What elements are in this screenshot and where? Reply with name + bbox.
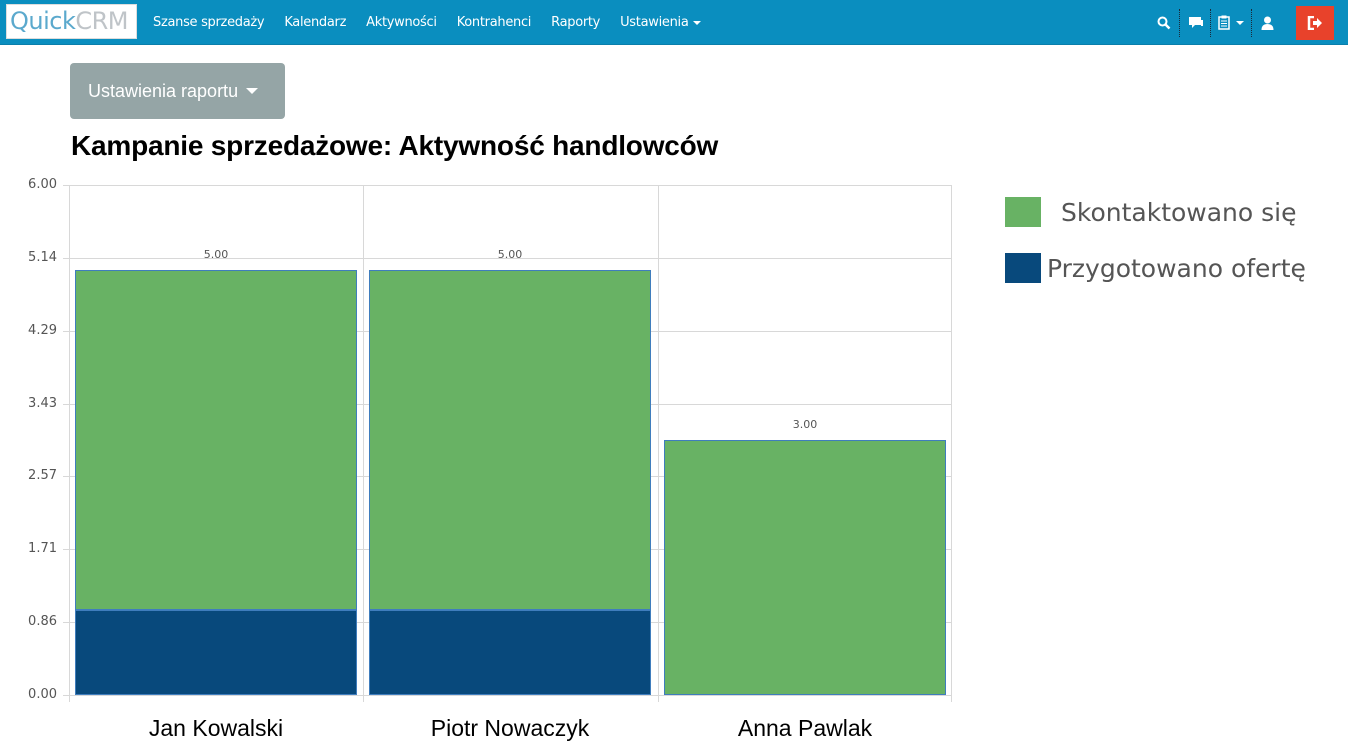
- brand-crm: CRM: [75, 7, 129, 35]
- nav-right-tools: [1149, 0, 1348, 45]
- logout-button[interactable]: [1296, 5, 1334, 40]
- gridline: [63, 695, 951, 696]
- brand-logo[interactable]: QuickCRM: [6, 4, 137, 39]
- nav-settings-label: Ustawienia: [620, 15, 689, 30]
- page-title: Kampanie sprzedażowe: Aktywność handlowc…: [71, 130, 719, 161]
- y-tick-label: 1.71: [28, 541, 57, 556]
- nav-reports[interactable]: Raporty: [551, 15, 601, 30]
- chat-icon[interactable]: [1180, 8, 1210, 38]
- nav-links: Szanse sprzedaży Kalendarz Aktywności Ko…: [153, 0, 721, 45]
- bar-segment[interactable]: [369, 610, 651, 695]
- nav-sales-opportunities[interactable]: Szanse sprzedaży: [153, 15, 265, 30]
- bar-value-label: 5.00: [497, 248, 523, 261]
- x-axis-label: Anna Pawlak: [737, 715, 873, 741]
- bar-segment[interactable]: [75, 270, 357, 610]
- bar-value-label: 3.00: [792, 418, 818, 431]
- x-axis-label: Jan Kowalski: [148, 715, 284, 741]
- user-icon[interactable]: [1252, 8, 1282, 38]
- separator: [1210, 8, 1211, 37]
- brand-quick: Quick: [10, 7, 76, 35]
- y-tick-label: 4.29: [28, 323, 57, 338]
- legend-label: Przygotowano ofertę: [1047, 253, 1306, 283]
- chevron-down-icon: [692, 20, 701, 25]
- y-tick-label: 2.57: [28, 468, 57, 483]
- chevron-down-icon: [1236, 20, 1244, 25]
- bar-segment[interactable]: [75, 610, 357, 695]
- nav-calendar[interactable]: Kalendarz: [284, 15, 347, 30]
- vertical-gridline: [69, 185, 70, 702]
- y-tick-label: 0.86: [28, 614, 57, 629]
- bar-segment[interactable]: [664, 440, 946, 695]
- separator: [1251, 8, 1252, 37]
- gridline: [63, 185, 951, 186]
- legend-item-contacted: Skontaktowano się: [1005, 197, 1297, 227]
- separator: [1179, 8, 1180, 37]
- vertical-gridline: [658, 185, 659, 702]
- legend-label: Skontaktowano się: [1061, 197, 1297, 227]
- clipboard-icon[interactable]: [1211, 8, 1251, 38]
- bar-value-label: 5.00: [203, 248, 229, 261]
- legend-swatch-blue: [1005, 253, 1041, 283]
- logout-icon: [1307, 15, 1322, 30]
- vertical-gridline: [951, 185, 952, 702]
- report-settings-label: Ustawienia raportu: [88, 80, 239, 101]
- nav-contractors[interactable]: Kontrahenci: [456, 15, 532, 30]
- y-tick-label: 0.00: [28, 687, 57, 702]
- y-tick-label: 3.43: [28, 396, 57, 411]
- legend-swatch-green: [1005, 197, 1041, 227]
- bar-segment[interactable]: [369, 270, 651, 610]
- vertical-gridline: [363, 185, 364, 702]
- nav-activities[interactable]: Aktywności: [366, 15, 437, 30]
- gridline: [63, 258, 951, 259]
- x-axis-label: Piotr Nowaczyk: [430, 715, 590, 741]
- search-icon[interactable]: [1149, 8, 1179, 38]
- chevron-down-icon: [246, 88, 259, 94]
- top-navbar: QuickCRM Szanse sprzedaży Kalendarz Akty…: [0, 0, 1348, 45]
- y-tick-label: 6.00: [28, 177, 57, 192]
- nav-settings[interactable]: Ustawienia: [620, 15, 701, 30]
- y-tick-label: 5.14: [28, 250, 57, 265]
- legend-item-offer: Przygotowano ofertę: [1005, 253, 1306, 283]
- report-settings-button[interactable]: Ustawienia raportu: [70, 63, 285, 119]
